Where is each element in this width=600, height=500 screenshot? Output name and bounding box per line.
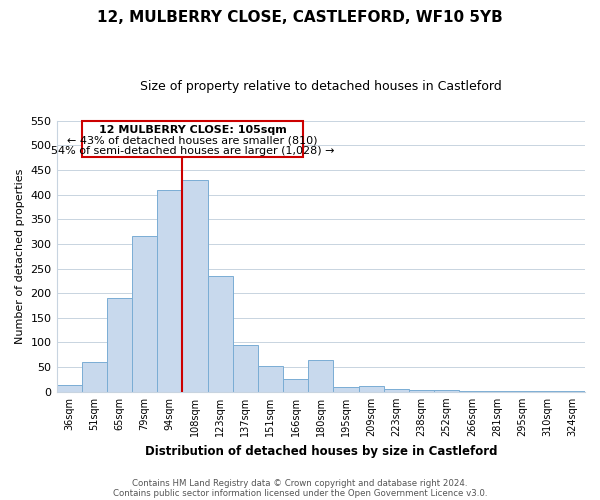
Bar xyxy=(509,391,535,392)
Bar xyxy=(308,360,334,392)
Text: 12 MULBERRY CLOSE: 105sqm: 12 MULBERRY CLOSE: 105sqm xyxy=(98,124,286,134)
Bar xyxy=(258,366,283,392)
Bar xyxy=(132,236,157,392)
Bar xyxy=(383,390,409,392)
Bar xyxy=(56,386,82,392)
Title: Size of property relative to detached houses in Castleford: Size of property relative to detached ho… xyxy=(140,80,502,93)
Text: 54% of semi-detached houses are larger (1,028) →: 54% of semi-detached houses are larger (… xyxy=(50,146,334,156)
FancyBboxPatch shape xyxy=(82,120,303,156)
Bar xyxy=(208,276,233,392)
Bar xyxy=(459,391,484,392)
Bar xyxy=(233,345,258,392)
Bar xyxy=(157,190,182,392)
Bar xyxy=(283,380,308,392)
Bar xyxy=(409,390,434,392)
Text: Contains HM Land Registry data © Crown copyright and database right 2024.: Contains HM Land Registry data © Crown c… xyxy=(132,478,468,488)
Text: 12, MULBERRY CLOSE, CASTLEFORD, WF10 5YB: 12, MULBERRY CLOSE, CASTLEFORD, WF10 5YB xyxy=(97,10,503,25)
Bar xyxy=(182,180,208,392)
Text: ← 43% of detached houses are smaller (810): ← 43% of detached houses are smaller (81… xyxy=(67,136,317,145)
Text: Contains public sector information licensed under the Open Government Licence v3: Contains public sector information licen… xyxy=(113,488,487,498)
X-axis label: Distribution of detached houses by size in Castleford: Distribution of detached houses by size … xyxy=(145,444,497,458)
Bar xyxy=(334,387,359,392)
Bar xyxy=(359,386,383,392)
Bar xyxy=(107,298,132,392)
Bar xyxy=(434,390,459,392)
Bar xyxy=(82,362,107,392)
Y-axis label: Number of detached properties: Number of detached properties xyxy=(15,168,25,344)
